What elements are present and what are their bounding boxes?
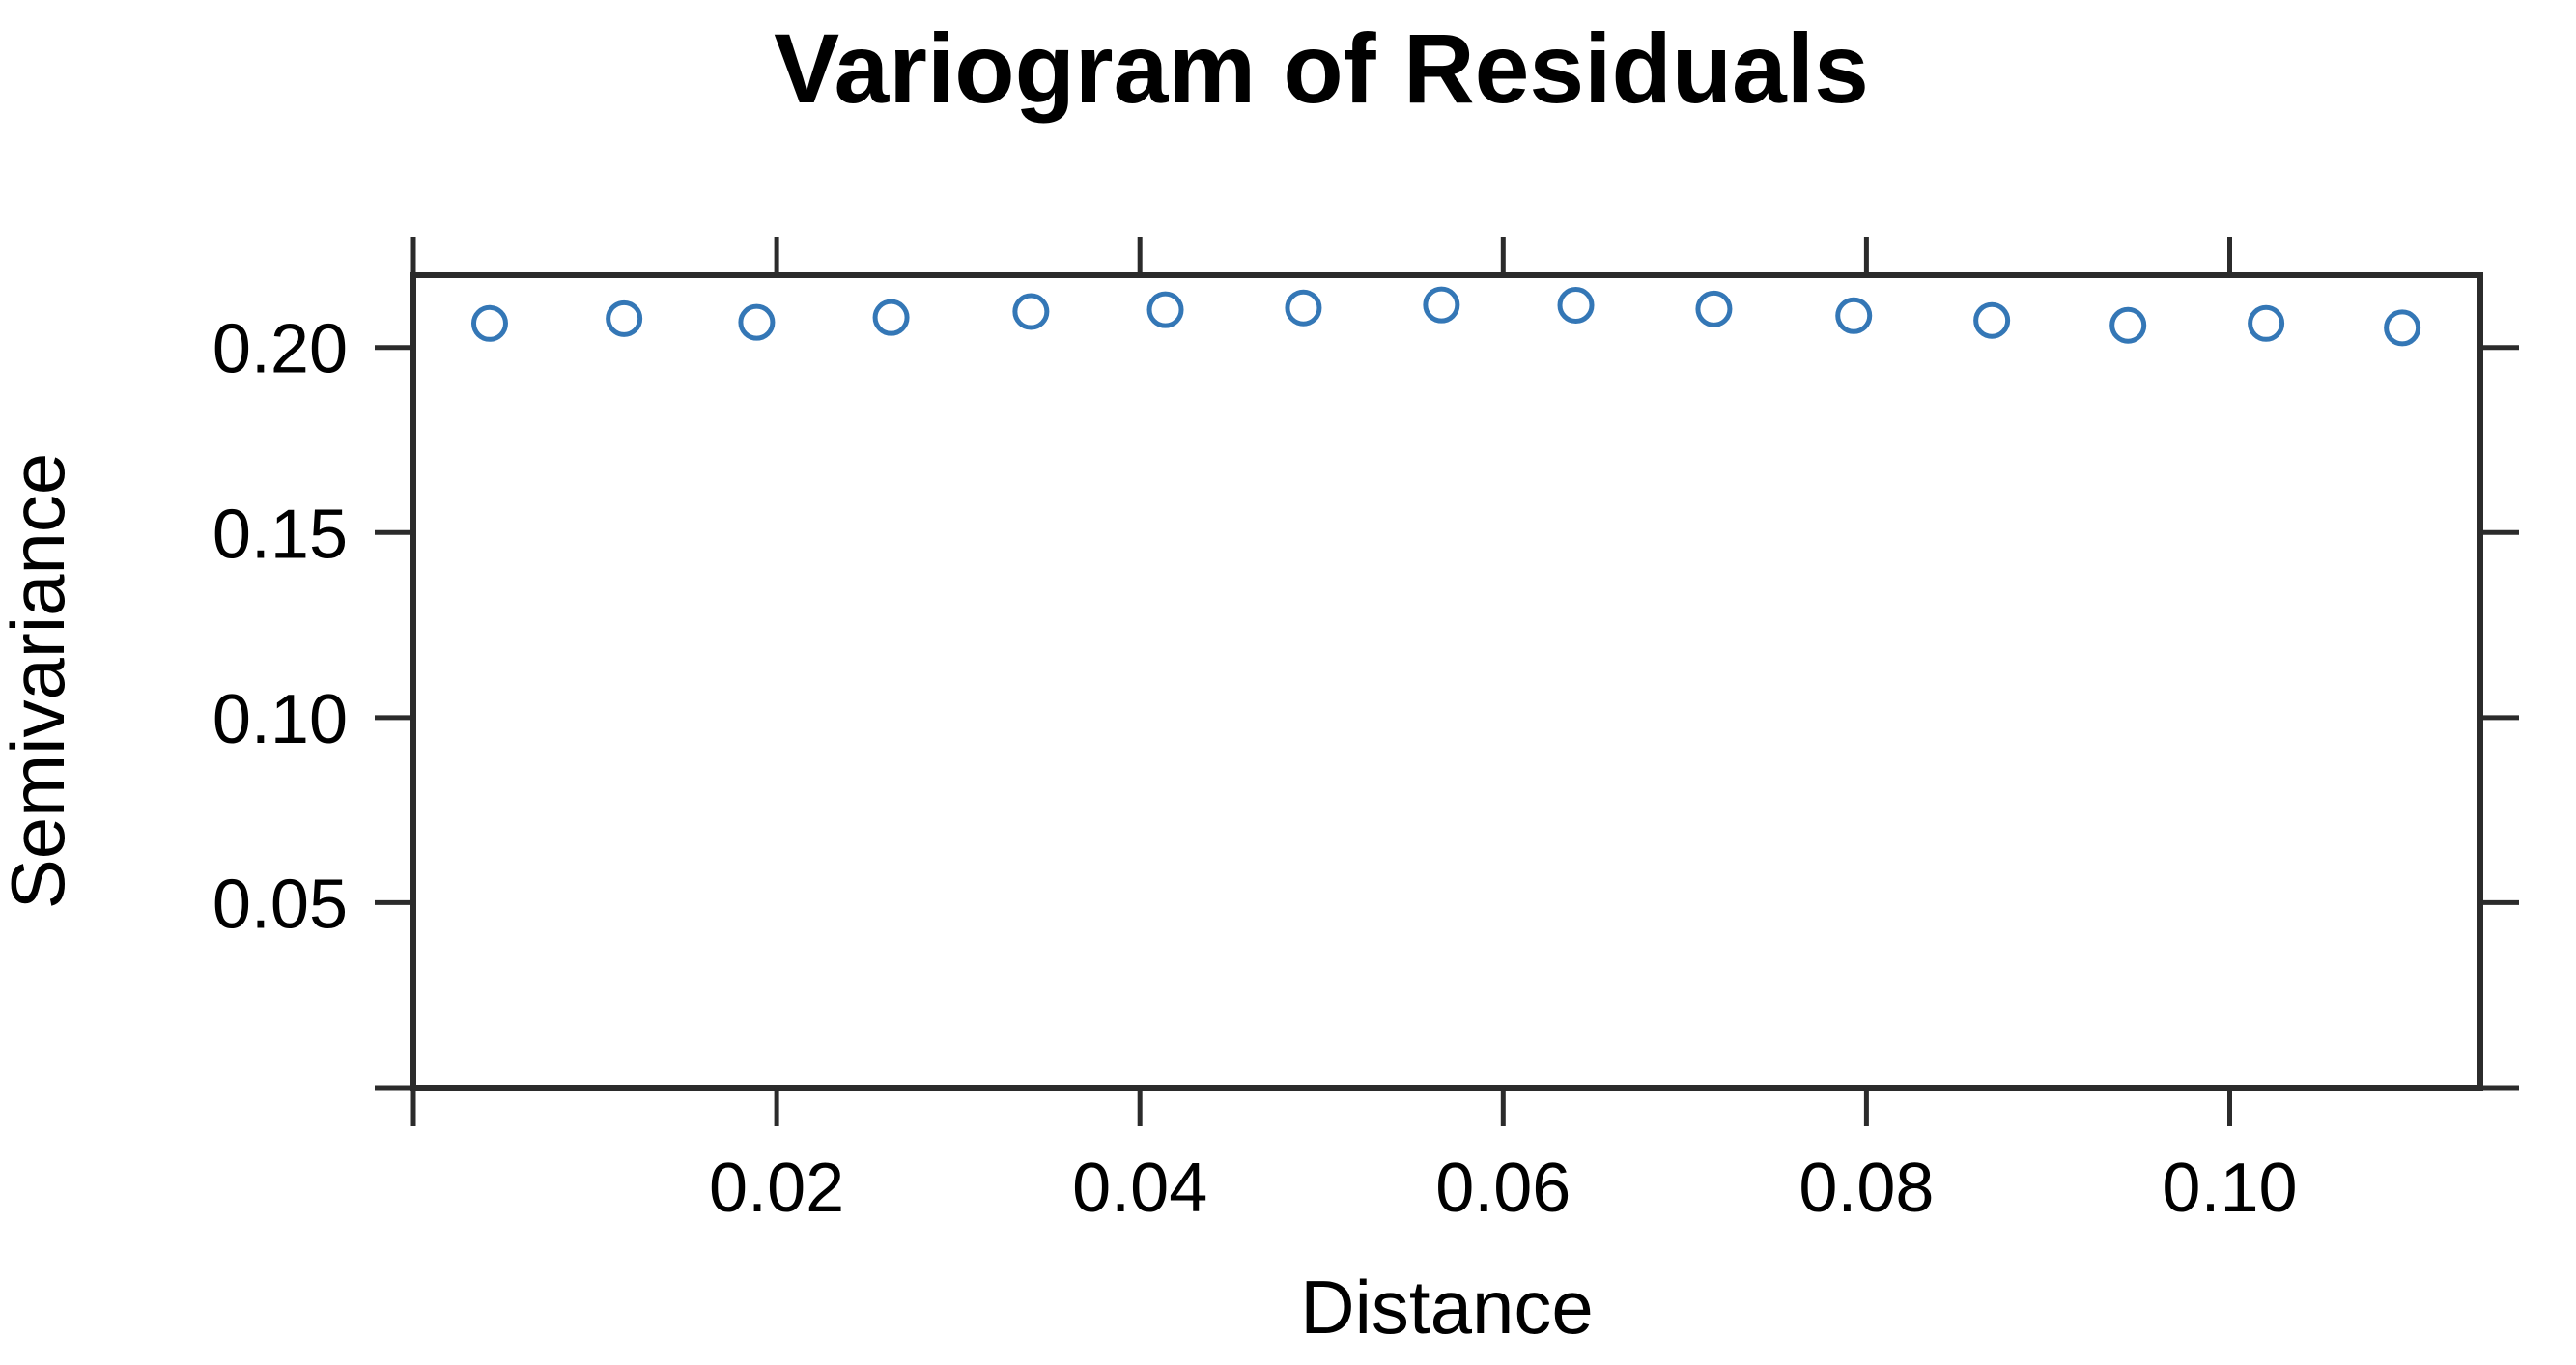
data-point — [872, 299, 910, 336]
x-tick-label: 0.04 — [1072, 1150, 1207, 1227]
y-tick-label: 0.05 — [212, 866, 348, 943]
x-tick-label: 0.02 — [709, 1150, 844, 1227]
data-point — [1146, 291, 1184, 328]
data-point — [2248, 304, 2285, 342]
data-points — [470, 286, 2421, 347]
data-point — [1423, 286, 1460, 324]
data-point — [1557, 287, 1595, 325]
y-tick-label: 0.10 — [212, 681, 348, 758]
y-tick-label: 0.15 — [212, 496, 348, 573]
data-point — [2109, 306, 2147, 344]
y-axis-label: Semivariance — [0, 453, 80, 910]
data-point — [1973, 301, 2011, 339]
x-tick-label: 0.08 — [1798, 1150, 1934, 1227]
data-point — [606, 299, 643, 337]
y-tick-label: 0.20 — [212, 311, 348, 388]
plot-panel — [410, 272, 2483, 1091]
x-tick-label: 0.10 — [2162, 1150, 2297, 1227]
x-axis-label: Distance — [1300, 1265, 1593, 1350]
data-point — [2384, 309, 2421, 347]
data-point — [1285, 289, 1322, 327]
chart-title: Variogram of Residuals — [774, 14, 1869, 124]
x-tick-label: 0.06 — [1435, 1150, 1571, 1227]
data-point — [1695, 290, 1733, 327]
data-point — [470, 304, 508, 342]
tick-labels: 0.02 0.04 0.06 0.08 0.10 0.05 0.10 0.15 0.20 — [212, 311, 2298, 1227]
axis-ticks — [375, 237, 2519, 1126]
data-point — [738, 303, 776, 341]
data-point — [1012, 293, 1050, 330]
data-point — [1835, 297, 1873, 334]
